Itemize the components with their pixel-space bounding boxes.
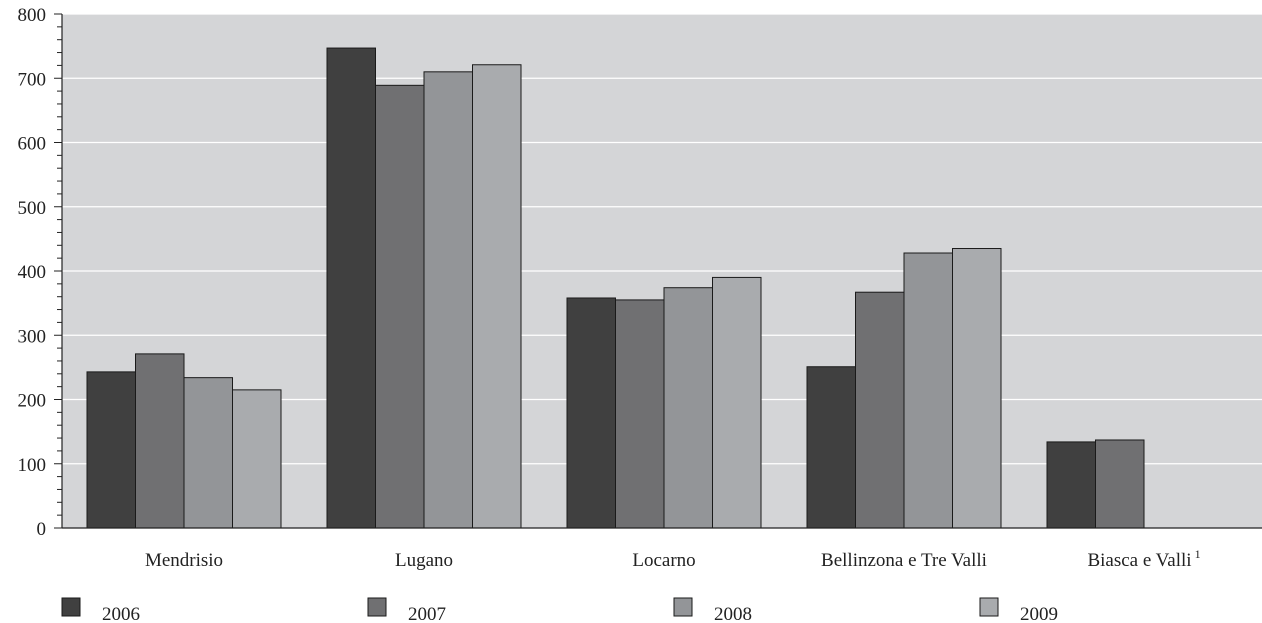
bar-2008-2: [663, 287, 713, 529]
legend-label-2008: 2008: [714, 604, 752, 623]
category-label: Lugano: [395, 550, 453, 571]
bar-2009-2: [712, 276, 762, 529]
category-label: Biasca e Valli 1: [1087, 547, 1200, 571]
y-tick-label: 200: [18, 391, 47, 412]
bar-2006-4: [1046, 441, 1096, 529]
legend-label-2009: 2009: [1020, 604, 1058, 623]
legend-swatch-2008: [673, 597, 693, 617]
legend-label-2007: 2007: [408, 604, 446, 623]
bar-2009-3: [952, 248, 1002, 529]
y-axis: 0 100 200 300 400 500 600 700 800: [18, 5, 1262, 540]
bar-2007-1: [375, 84, 425, 529]
x-axis-categories: Mendrisio Lugano Locarno Bellinzona e Tre V…: [145, 547, 1201, 571]
bar-2006-2: [566, 297, 616, 529]
legend: 2006 2007 2008 2009: [61, 597, 1058, 623]
bar-2007-4: [1095, 439, 1145, 529]
y-tick-label: 500: [18, 198, 47, 219]
y-tick-label: 100: [18, 455, 47, 476]
bar-2008-0: [183, 377, 233, 529]
bar-2006-0: [86, 371, 136, 529]
y-tick-label: 0: [37, 519, 47, 540]
y-tick-label: 700: [18, 69, 47, 90]
category-label: Bellinzona e Tre Valli: [821, 550, 987, 571]
bar-2009-0: [232, 389, 282, 529]
y-tick-label: 800: [18, 5, 47, 26]
y-tick-label: 600: [18, 134, 47, 155]
legend-swatch-2006: [61, 597, 81, 617]
category-label: Locarno: [632, 550, 695, 571]
footnote-marker: 1: [1195, 547, 1201, 561]
bar-2008-3: [903, 252, 953, 529]
legend-swatch-2007: [367, 597, 387, 617]
y-tick-label: 300: [18, 326, 47, 347]
bar-2008-1: [423, 71, 473, 529]
bar-2007-0: [135, 353, 185, 529]
bar-2007-3: [855, 291, 905, 529]
bar-2007-2: [615, 299, 665, 529]
bar-2006-3: [806, 366, 856, 529]
y-tick-label: 400: [18, 262, 47, 283]
bar-2009-1: [472, 64, 522, 529]
category-label: Mendrisio: [145, 550, 223, 571]
bars: [86, 47, 1145, 529]
legend-swatch-2009: [979, 597, 999, 617]
legend-label-2006: 2006: [102, 604, 140, 623]
bar-2006-1: [326, 47, 376, 529]
